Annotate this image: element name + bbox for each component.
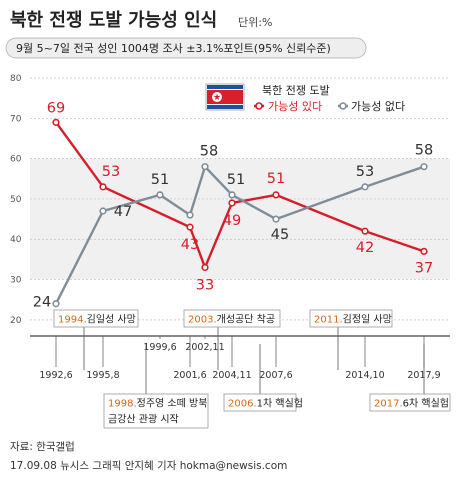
- annotation-year: 2006.: [228, 399, 257, 410]
- point-no: [228, 191, 236, 199]
- point-no: [420, 163, 428, 171]
- y-tick-label: 70: [10, 114, 22, 124]
- data-label-yes: 69: [47, 100, 65, 116]
- y-tick-label: 30: [10, 276, 22, 286]
- data-label-no: 51: [151, 172, 169, 188]
- subtitle: 9월 5~7일 전국 성인 1004명 조사 ±3.1%포인트(95% 신뢰수준…: [16, 41, 331, 55]
- credit-label: 17.09.08 뉴시스 그래픽 안지혜 기자 hokma@newsis.com: [10, 460, 287, 472]
- annotation-event: 김일성 사망: [87, 314, 136, 326]
- annotation-box: [223, 393, 297, 412]
- point-no: [201, 163, 209, 171]
- data-label-no: 58: [200, 144, 218, 160]
- point-yes: [52, 118, 60, 126]
- annotation-box: [309, 309, 393, 328]
- annotation-box: [53, 309, 139, 328]
- point-yes: [420, 247, 428, 255]
- x-tick-label: 1992,6: [39, 370, 72, 381]
- legend: ★ 북한 전쟁 도발 가능성 있다 가능성 없다: [205, 83, 405, 113]
- annotation-box: [103, 393, 209, 429]
- point-no: [186, 211, 194, 219]
- point-yes: [361, 227, 369, 235]
- plot-area: 20 30 40 50 60 70 80 1992,6 1995,8 1999,6 2001,6 20…: [10, 74, 451, 429]
- annotation-event: 개성공단 착공: [217, 314, 275, 326]
- annotation-event: 6차 핵실험: [403, 398, 449, 410]
- data-label-no: 51: [227, 172, 245, 188]
- legend-marker-yes: [255, 102, 263, 110]
- annotation-text: 2003.개성공단 착공: [188, 314, 275, 326]
- legend-label-yes: 가능성 있다: [268, 100, 322, 113]
- x-tick-label: 2014,10: [345, 370, 384, 381]
- data-label-yes: 43: [181, 237, 199, 253]
- data-label-no: 58: [415, 143, 433, 159]
- data-label-yes: 53: [102, 164, 120, 180]
- data-label-yes: 37: [415, 260, 433, 276]
- annotation-text: 2017.6차 핵실험: [374, 398, 449, 410]
- annotation-year: 1998.: [108, 399, 137, 410]
- data-label-no: 53: [356, 164, 374, 180]
- x-tick-label: 2001,6: [173, 370, 206, 381]
- point-yes: [186, 223, 194, 231]
- annotation-box: [369, 393, 451, 412]
- y-tick-label: 50: [10, 195, 22, 205]
- y-tick-label: 80: [10, 74, 22, 84]
- annotation-text-line2: 금강산 관광 시작: [108, 414, 179, 426]
- annotation-text: 1998.정주영 소떼 방북: [108, 398, 207, 410]
- data-label-yes: 33: [196, 277, 214, 293]
- x-tick-label: 1995,8: [86, 370, 119, 381]
- annotation-year: 1994.: [58, 315, 87, 326]
- y-tick-label: 60: [10, 155, 22, 165]
- annotation-year: 2003.: [188, 315, 217, 326]
- annotation-year: 2017.: [374, 399, 403, 410]
- x-tick-label: 1999,6: [143, 342, 176, 353]
- point-no: [361, 183, 369, 191]
- x-tick-label: 2007,6: [259, 370, 292, 381]
- annotation-event: 정주영 소떼 방북: [137, 398, 208, 410]
- source-label: 자료: 한국갤럽: [10, 440, 75, 453]
- flag-star-icon: ★: [213, 93, 221, 103]
- data-label-yes: 49: [223, 213, 241, 229]
- data-label-yes: 51: [267, 171, 285, 187]
- x-tick-label: 2002,11: [185, 342, 224, 353]
- y-tick-label: 40: [10, 235, 22, 245]
- annotation-text: 2011.김정일 사망: [314, 314, 392, 326]
- annotation-box: [183, 309, 281, 328]
- point-yes: [201, 263, 209, 272]
- x-tick-label: 2004,11: [212, 370, 251, 381]
- data-label-yes: 42: [356, 240, 374, 256]
- point-no: [99, 207, 107, 215]
- flag-stripe-bottom: [207, 105, 243, 109]
- data-label-no: 24: [33, 295, 51, 311]
- data-label-no: 47: [114, 204, 132, 220]
- annotation-text: 1994.김일성 사망: [58, 314, 136, 326]
- legend-label-no: 가능성 없다: [351, 100, 405, 113]
- annotation-text: 2006.1차 핵실험: [228, 398, 303, 410]
- annotation-event: 김정일 사망: [343, 314, 392, 326]
- point-no: [156, 191, 164, 199]
- point-no: [272, 215, 280, 223]
- point-no: [52, 300, 60, 308]
- annotation-event: 1차 핵실험: [257, 398, 303, 410]
- point-yes: [99, 183, 107, 191]
- legend-marker-no: [339, 102, 347, 110]
- legend-title: 북한 전쟁 도발: [262, 84, 330, 97]
- flag-disc: [212, 92, 222, 102]
- chart-title: 북한 전쟁 도발 가능성 인식: [10, 10, 217, 31]
- point-yes: [228, 199, 236, 207]
- point-yes: [272, 191, 280, 199]
- annotation-year: 2011.: [314, 315, 343, 326]
- unit-label: 단위:%: [238, 16, 272, 29]
- subtitle-pill: [5, 37, 367, 59]
- series-line-yes: [55, 121, 425, 269]
- flag-stripe-top: [207, 85, 243, 89]
- y-tick-label: 20: [10, 316, 22, 326]
- data-label-no: 45: [271, 227, 289, 243]
